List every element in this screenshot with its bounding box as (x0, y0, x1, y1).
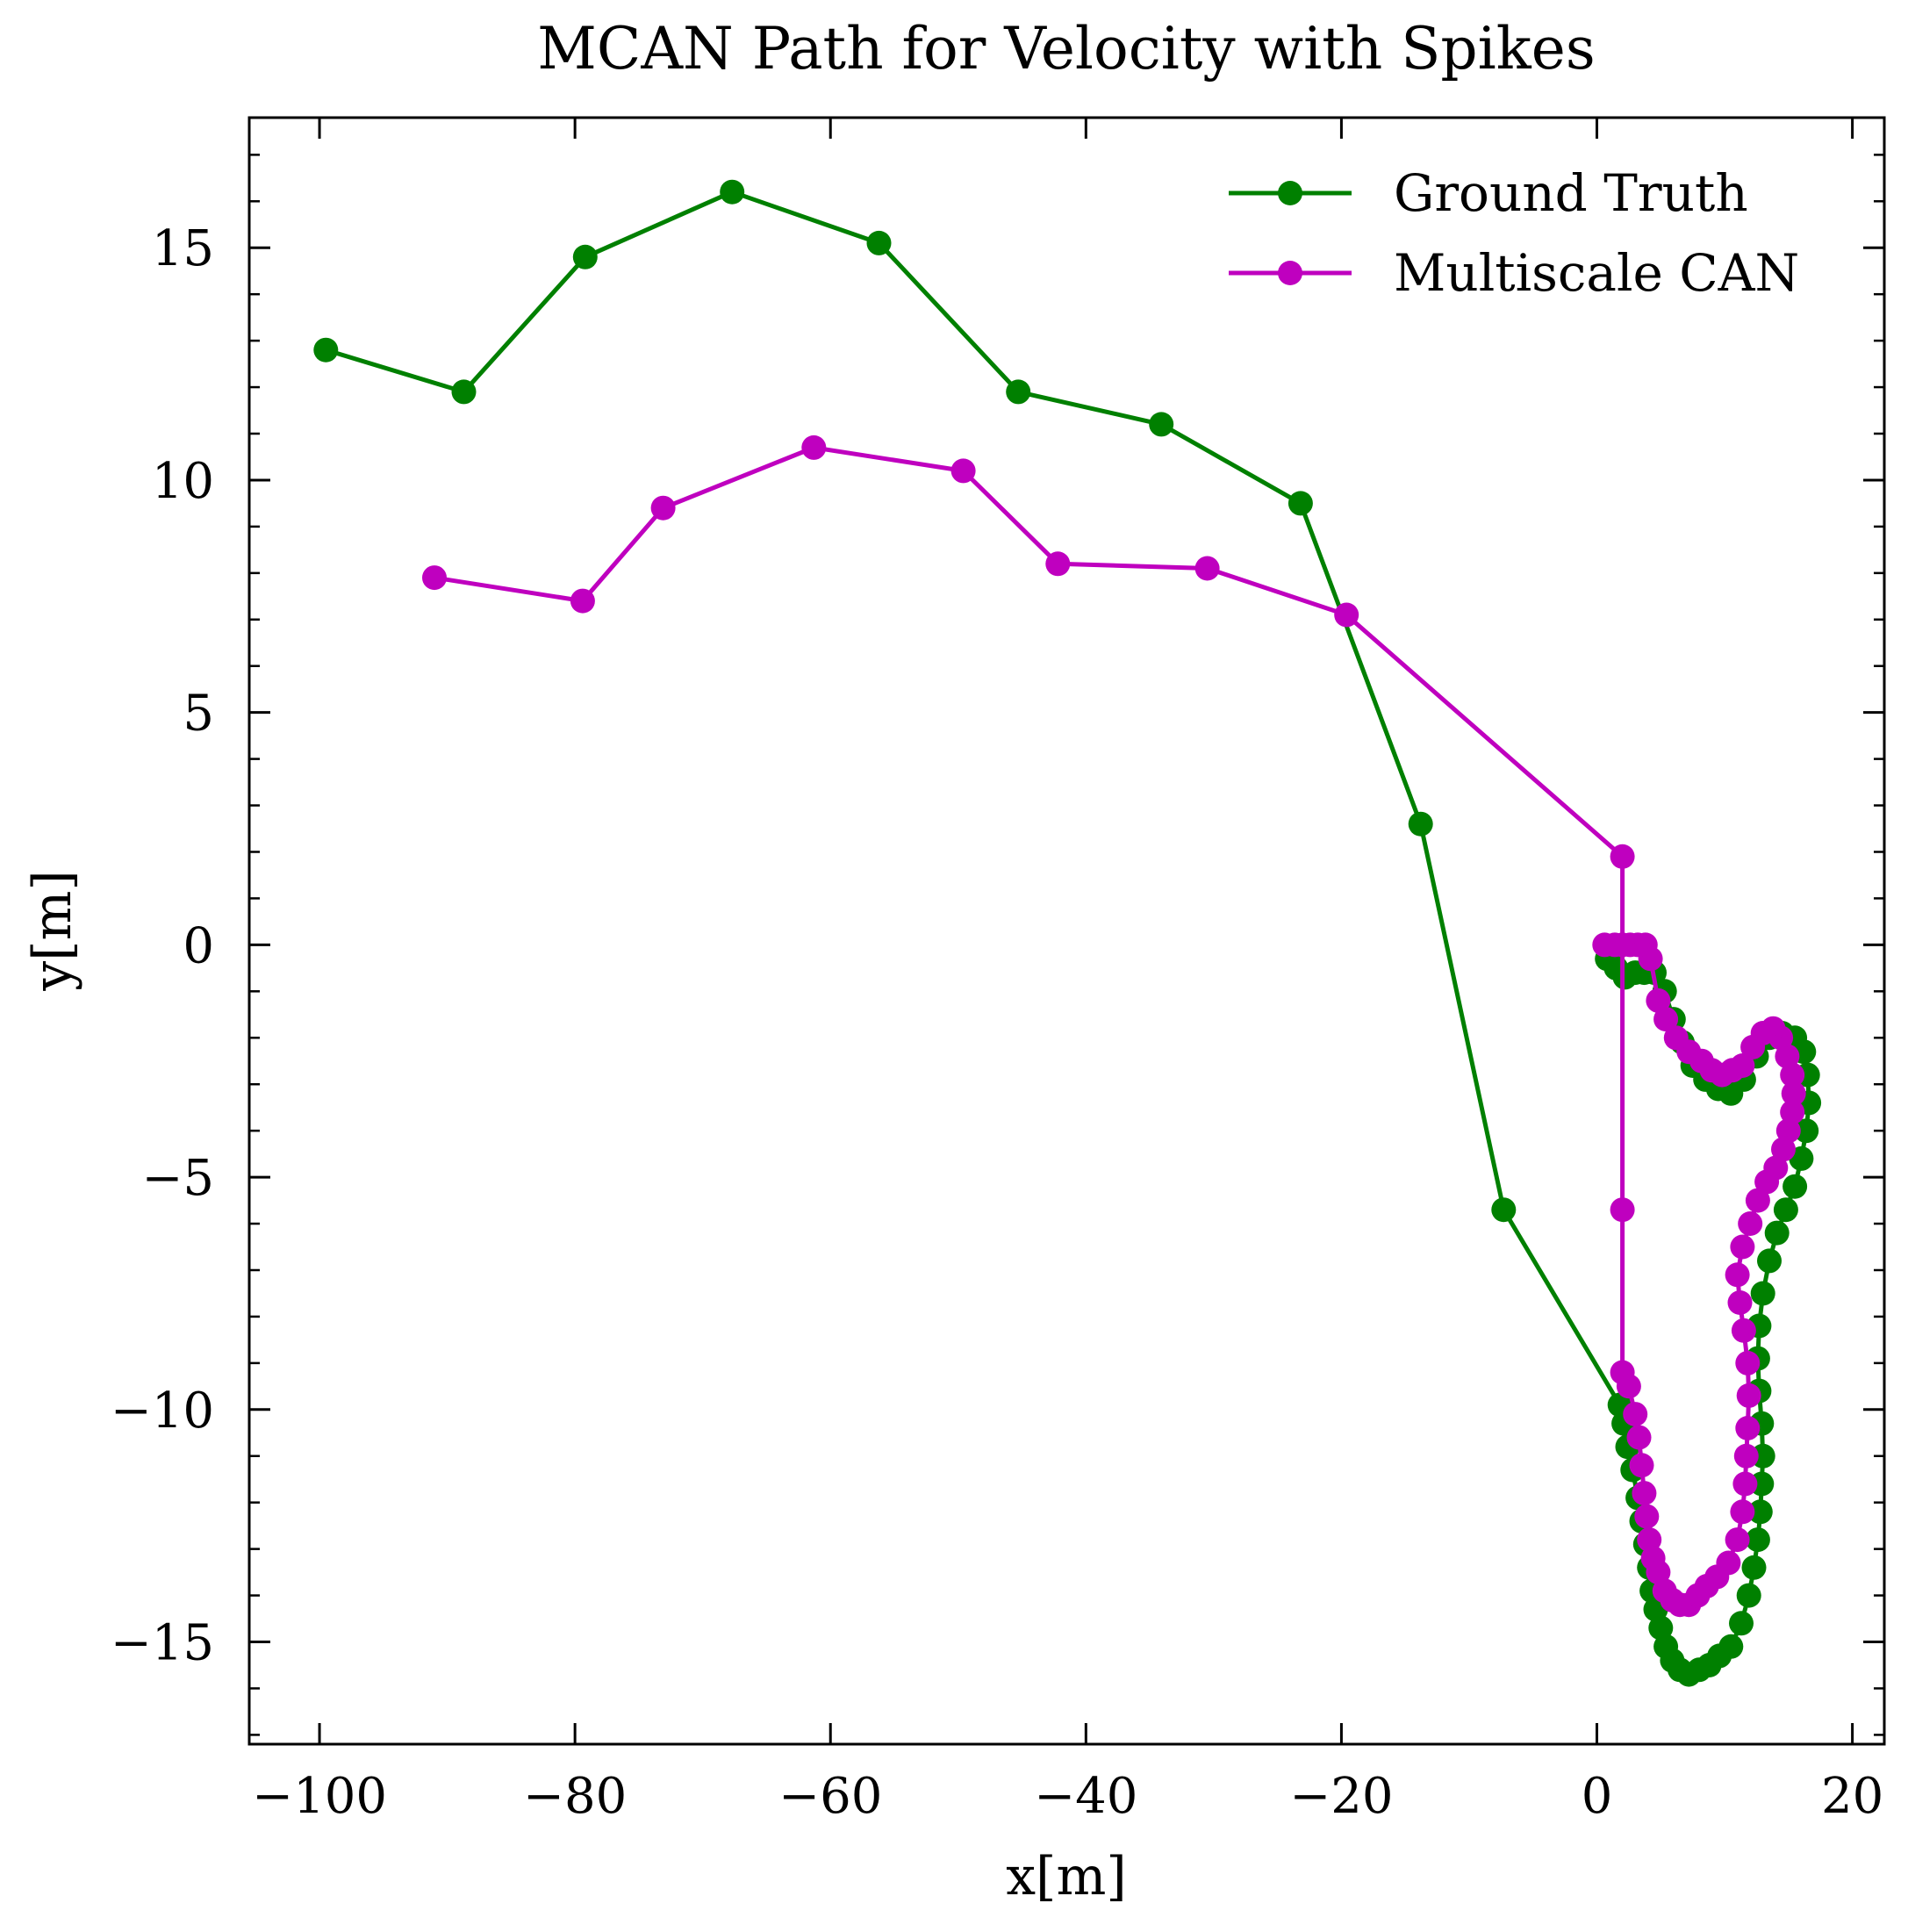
data-point-multiscale-can-7 (1334, 602, 1359, 628)
data-point-multiscale-can-59 (1663, 1025, 1689, 1051)
legend-marker-ground-truth (1278, 181, 1302, 205)
data-point-ground-truth-43 (1773, 1197, 1798, 1223)
chart-title: MCAN Path for Velocity with Spikes (537, 15, 1595, 83)
data-point-ground-truth-29 (1729, 1611, 1754, 1636)
data-point-multiscale-can-47 (1780, 1062, 1805, 1088)
data-point-multiscale-can-12 (1623, 1402, 1648, 1427)
data-point-ground-truth-20 (1648, 1615, 1674, 1641)
data-point-ground-truth-0 (313, 337, 339, 363)
data-point-multiscale-can-27 (1716, 1550, 1741, 1576)
data-point-multiscale-can-68 (1592, 932, 1617, 958)
data-point-multiscale-can-46 (1781, 1081, 1806, 1106)
data-point-multiscale-can-13 (1626, 1425, 1652, 1450)
data-point-ground-truth-41 (1757, 1248, 1782, 1274)
data-point-multiscale-can-8 (1610, 844, 1635, 869)
legend-label-multiscale-can: Multiscale CAN (1394, 243, 1799, 303)
data-point-multiscale-can-38 (1730, 1234, 1755, 1260)
y-tick-label: 15 (152, 220, 214, 277)
data-point-ground-truth-3 (720, 179, 745, 205)
x-tick-label: −20 (1289, 1768, 1393, 1825)
y-tick-label: −10 (111, 1383, 214, 1440)
data-point-multiscale-can-32 (1735, 1416, 1761, 1440)
data-point-multiscale-can-35 (1731, 1318, 1756, 1343)
legend: Ground Truth Multiscale CAN (1229, 163, 1799, 303)
data-point-multiscale-can-40 (1745, 1188, 1770, 1213)
data-point-multiscale-can-30 (1732, 1471, 1758, 1497)
data-point-multiscale-can-36 (1727, 1290, 1753, 1315)
data-point-multiscale-can-37 (1725, 1262, 1750, 1288)
data-point-multiscale-can-29 (1730, 1499, 1755, 1525)
data-point-multiscale-can-61 (1646, 988, 1671, 1013)
data-point-multiscale-can-14 (1629, 1453, 1654, 1478)
data-point-multiscale-can-60 (1653, 1007, 1679, 1032)
x-tick-label: −100 (252, 1768, 387, 1825)
data-point-ground-truth-40 (1750, 1281, 1775, 1306)
data-point-ground-truth-2 (572, 244, 598, 269)
data-point-ground-truth-5 (1006, 379, 1031, 405)
series-layer (313, 179, 1822, 1687)
legend-label-ground-truth: Ground Truth (1394, 163, 1748, 223)
data-point-ground-truth-8 (1408, 811, 1433, 837)
data-point-multiscale-can-44 (1775, 1118, 1801, 1144)
data-point-multiscale-can-0 (422, 565, 447, 591)
data-point-multiscale-can-48 (1775, 1044, 1800, 1069)
y-tick-label: −15 (111, 1615, 214, 1672)
data-point-ground-truth-6 (1149, 412, 1174, 437)
data-point-multiscale-can-5 (1045, 551, 1071, 577)
ticks-layer: −100 −80 −60 −40 −20 0 20 −15 −10 −5 0 5 10 15 (111, 118, 1884, 1825)
series-line-ground-truth (325, 190, 1811, 1677)
data-point-ground-truth-31 (1741, 1555, 1767, 1580)
series-line-multiscale-can (434, 445, 1797, 1607)
data-point-multiscale-can-15 (1632, 1481, 1657, 1506)
x-tick-label: −80 (523, 1768, 627, 1825)
data-point-multiscale-can-39 (1738, 1211, 1763, 1236)
data-point-ground-truth-1 (451, 379, 477, 405)
data-point-multiscale-can-6 (1194, 556, 1220, 581)
data-point-ground-truth-46 (1794, 1118, 1819, 1144)
y-axis-label: y[m] (22, 870, 83, 992)
x-axis-label: x[m] (1006, 1846, 1127, 1907)
data-point-multiscale-can-17 (1637, 1527, 1662, 1553)
data-point-ground-truth-9 (1491, 1197, 1517, 1223)
x-tick-label: −60 (778, 1768, 882, 1825)
data-point-multiscale-can-2 (650, 495, 676, 521)
x-tick-label: 20 (1821, 1768, 1883, 1825)
data-point-multiscale-can-9 (1610, 1197, 1635, 1223)
data-point-multiscale-can-4 (950, 458, 976, 484)
legend-entry-ground-truth: Ground Truth (1229, 163, 1748, 223)
data-point-multiscale-can-43 (1771, 1137, 1796, 1162)
data-point-ground-truth-28 (1718, 1634, 1744, 1659)
data-point-multiscale-can-1 (570, 588, 595, 614)
y-tick-label: 5 (183, 686, 214, 743)
series-points-ground-truth (313, 179, 1822, 1687)
data-point-multiscale-can-45 (1780, 1100, 1805, 1124)
data-point-multiscale-can-16 (1634, 1504, 1660, 1529)
data-point-multiscale-can-42 (1763, 1155, 1789, 1181)
data-point-ground-truth-42 (1764, 1220, 1790, 1246)
data-point-ground-truth-30 (1736, 1583, 1761, 1608)
x-tick-label: 0 (1582, 1768, 1613, 1825)
data-point-multiscale-can-11 (1616, 1374, 1641, 1399)
legend-entry-multiscale-can: Multiscale CAN (1229, 243, 1799, 303)
legend-marker-multiscale-can (1278, 261, 1302, 285)
data-point-multiscale-can-28 (1725, 1527, 1750, 1553)
data-point-ground-truth-44 (1782, 1174, 1808, 1199)
data-point-multiscale-can-33 (1736, 1383, 1761, 1408)
data-point-multiscale-can-31 (1733, 1443, 1759, 1469)
data-point-multiscale-can-52 (1740, 1034, 1766, 1059)
data-point-ground-truth-4 (866, 230, 892, 255)
plot-frame (247, 116, 1886, 1746)
data-point-multiscale-can-19 (1646, 1560, 1671, 1585)
data-point-ground-truth-7 (1288, 491, 1313, 516)
data-point-ground-truth-32 (1745, 1527, 1770, 1553)
y-tick-label: −5 (141, 1150, 214, 1207)
series-points-multiscale-can (422, 435, 1806, 1618)
x-tick-label: −40 (1034, 1768, 1137, 1825)
data-point-ground-truth-33 (1747, 1499, 1773, 1525)
y-tick-label: 0 (183, 917, 214, 974)
data-point-multiscale-can-34 (1735, 1350, 1761, 1375)
y-tick-label: 10 (152, 453, 214, 510)
data-point-multiscale-can-3 (801, 435, 827, 460)
